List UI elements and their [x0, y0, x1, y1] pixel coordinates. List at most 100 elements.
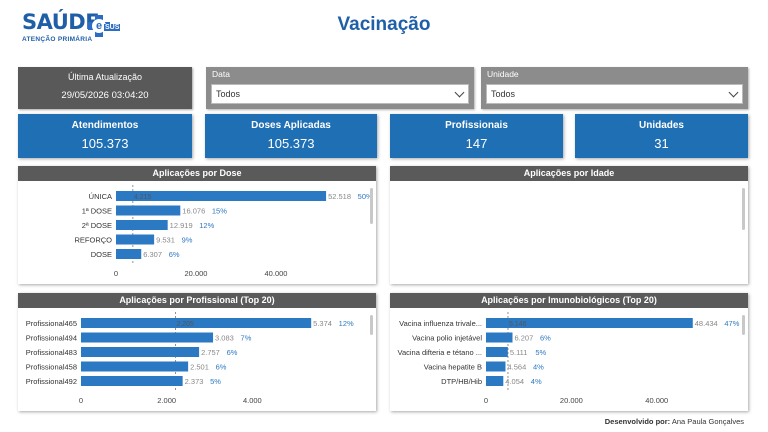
data-filter-dropdown[interactable]: Todos	[211, 84, 469, 104]
chart-scrollbar[interactable]	[742, 315, 745, 335]
chart-panel-profissional: Aplicações por Profissional (Top 20) Pro…	[18, 293, 376, 411]
value-label: 5.374	[313, 319, 332, 328]
kpi-title: Unidades	[638, 120, 684, 131]
category-label: Profissional492	[26, 377, 77, 386]
unidade-filter: Unidade Todos	[481, 67, 748, 109]
percent-label: 4%	[531, 377, 542, 386]
logo-badge-sus: SUS	[104, 24, 121, 31]
chart-title: Aplicações por Idade	[390, 166, 748, 181]
chevron-down-icon[interactable]	[728, 87, 739, 98]
bar[interactable]	[81, 318, 312, 328]
chart-panel-imunobiologicos: Aplicações por Imunobiológicos (Top 20) …	[390, 293, 748, 411]
x-tick-label: 2.000	[157, 396, 176, 405]
category-label: Vacina difteria e tétano ...	[398, 348, 483, 357]
bar[interactable]	[81, 361, 189, 372]
x-tick-label: 20.000	[560, 396, 583, 405]
category-label: Profissional483	[26, 348, 77, 357]
bar[interactable]	[81, 376, 183, 386]
chart-panel-dose: Aplicações por Dose ÚNICA 52.518 50% 1ª DOS…	[18, 166, 376, 284]
percent-label: 15%	[212, 207, 227, 216]
bar[interactable]	[116, 220, 168, 230]
x-tick-label: 20.000	[185, 269, 208, 278]
logo-badge-e: e	[92, 19, 106, 33]
chart-profissional: Profissional465 5.374 12% Profissional494 3.…	[26, 312, 354, 405]
x-tick-label: 0	[484, 396, 488, 405]
kpi-value: 147	[465, 136, 488, 151]
percent-label: 5%	[210, 377, 221, 386]
category-label: REFORÇO	[75, 236, 113, 245]
value-label: 4.054	[505, 377, 524, 386]
kpi-value: 105.373	[267, 136, 315, 151]
category-label: Vacina hepatite B	[424, 363, 482, 372]
data-filter-label: Data	[212, 69, 230, 79]
kpi-doses-aplicadas: Doses Aplicadas 105.373	[205, 114, 377, 158]
kpi-value: 31	[654, 136, 669, 151]
chart-scrollbar[interactable]	[742, 188, 745, 230]
data-filter: Data Todos	[206, 67, 474, 109]
chart-title: Aplicações por Dose	[18, 166, 376, 181]
last-update-label: Última Atualização	[67, 72, 143, 82]
category-label: Profissional465	[26, 319, 77, 328]
footer-author: Ana Paula Gonçalves	[671, 417, 744, 426]
footer: Desenvolvido por: Ana Paula Gonçalves	[605, 417, 744, 426]
logo-subtitle: ATENÇÃO PRIMÁRIA	[22, 36, 93, 43]
kpi-value: 105.373	[81, 136, 129, 151]
category-label: 2ª DOSE	[82, 221, 112, 230]
data-filter-value: Todos	[216, 89, 241, 99]
chart-idade: Menos de 01 ano18.59318%01 ano10.71910%1…	[390, 181, 748, 284]
reference-label: 5.146	[509, 321, 527, 328]
bar[interactable]	[486, 361, 506, 372]
value-label: 6.207	[514, 334, 533, 343]
chevron-down-icon[interactable]	[454, 87, 465, 98]
value-label: 52.518	[328, 192, 351, 201]
bar[interactable]	[81, 332, 214, 343]
logo-text: SAÚDE	[22, 10, 100, 34]
unidade-filter-dropdown[interactable]: Todos	[486, 84, 743, 104]
footer-label: Desenvolvido por:	[604, 417, 671, 426]
value-label: 3.083	[215, 334, 234, 343]
percent-label: 6%	[169, 250, 180, 259]
percent-label: 5%	[535, 348, 546, 357]
last-update-card: Última Atualização 29/05/2026 03:04:20	[18, 67, 192, 109]
bar[interactable]	[116, 234, 155, 245]
bar[interactable]	[486, 332, 513, 343]
percent-label: 9%	[182, 236, 193, 245]
category-label: 1ª DOSE	[82, 207, 112, 216]
percent-label: 4%	[533, 363, 544, 372]
percent-label: 12%	[199, 221, 214, 230]
kpi-unidades: Unidades 31	[575, 114, 748, 158]
value-label: 9.531	[156, 236, 175, 245]
category-label: DOSE	[91, 250, 112, 259]
bar[interactable]	[116, 249, 142, 259]
bar[interactable]	[486, 318, 693, 328]
value-label: 48.434	[695, 319, 718, 328]
value-label: 4.564	[507, 363, 526, 372]
bar[interactable]	[486, 347, 508, 357]
category-label: ÚNICA	[89, 192, 112, 201]
kpi-title: Profissionais	[445, 120, 508, 131]
kpi-profissionais: Profissionais 147	[390, 114, 563, 158]
value-label: 2.373	[185, 377, 204, 386]
chart-dose: ÚNICA 52.518 50% 1ª DOSE 16.076 15% 2ª DOSE 12.…	[75, 185, 373, 278]
bar[interactable]	[116, 191, 327, 201]
percent-label: 50%	[358, 192, 373, 201]
chart-title: Aplicações por Imunobiológicos (Top 20)	[390, 293, 748, 308]
x-tick-label: 40.000	[265, 269, 288, 278]
percent-label: 6%	[540, 334, 551, 343]
percent-label: 7%	[241, 334, 252, 343]
value-label: 2.501	[190, 363, 209, 372]
bar[interactable]	[486, 376, 504, 386]
last-update-value: 29/05/2026 03:04:20	[61, 90, 149, 101]
bar[interactable]	[81, 347, 200, 357]
chart-scrollbar[interactable]	[370, 315, 373, 335]
chart-title: Aplicações por Profissional (Top 20)	[18, 293, 376, 308]
unidade-filter-label: Unidade	[487, 69, 519, 79]
reference-label: 4.215	[134, 194, 152, 201]
chart-scrollbar[interactable]	[370, 188, 373, 224]
category-label: Profissional494	[26, 334, 77, 343]
percent-label: 6%	[216, 363, 227, 372]
page-title: Vacinação	[337, 14, 431, 35]
x-tick-label: 40.000	[645, 396, 668, 405]
bar[interactable]	[116, 205, 181, 216]
kpi-atendimentos: Atendimentos 105.373	[18, 114, 192, 158]
